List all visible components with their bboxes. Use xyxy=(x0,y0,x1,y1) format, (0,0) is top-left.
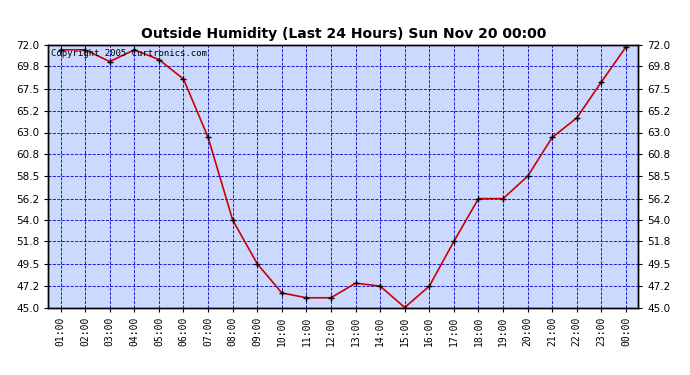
Title: Outside Humidity (Last 24 Hours) Sun Nov 20 00:00: Outside Humidity (Last 24 Hours) Sun Nov… xyxy=(141,27,546,41)
Text: Copyright 2005 Curtronics.com: Copyright 2005 Curtronics.com xyxy=(51,49,207,58)
